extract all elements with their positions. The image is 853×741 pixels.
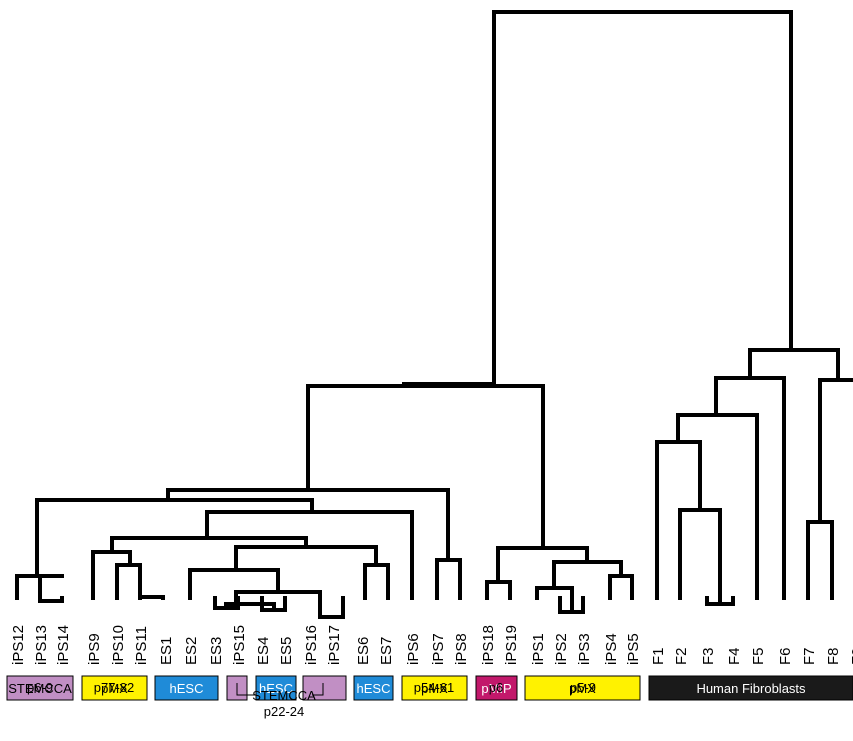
- bracket-line: [236, 683, 324, 696]
- passage-labels: p6-9 p77-82 p54-61 p6 p5-9: [27, 680, 596, 695]
- passage-label: p6: [489, 680, 503, 695]
- leaf-label: iPS1: [530, 633, 547, 665]
- group-box-label: hESC: [259, 681, 293, 696]
- leaf-label: ES2: [183, 637, 200, 665]
- leaf-label: iPS18: [480, 625, 497, 665]
- bracket-label: STEMCCA: [252, 688, 316, 703]
- leaf-label: iPS12: [10, 625, 27, 665]
- stemcca-bracket: STEMCCA p22-24: [236, 683, 324, 719]
- passage-label: p6-9: [27, 680, 53, 695]
- leaf-labels: iPS12 iPS13 iPS14 iPS9 iPS10 iPS11 ES1 ES2 ES3 iP…: [10, 625, 853, 665]
- group-box-label: STEMCCA: [8, 681, 72, 696]
- leaf-label: F5: [750, 647, 767, 665]
- leaf-label: F2: [673, 647, 690, 665]
- leaf-label: ES7: [378, 637, 395, 665]
- group-box: [353, 675, 394, 701]
- leaf-label: iPS15: [231, 625, 248, 665]
- leaf-label: iPS5: [625, 633, 642, 665]
- leaf-label: iPS10: [110, 625, 127, 665]
- group-box-label: hESC: [357, 681, 391, 696]
- leaf-label: ES5: [278, 637, 295, 665]
- leaf-label: F9: [849, 647, 853, 665]
- group-box: [648, 675, 853, 701]
- group-box-label: pMX: [569, 681, 596, 696]
- leaf-label: iPS17: [326, 625, 343, 665]
- leaf-label: iPS4: [603, 633, 620, 665]
- leaf-label: ES3: [208, 637, 225, 665]
- leaf-label: ES1: [158, 637, 175, 665]
- group-box-label: pMIP: [481, 681, 511, 696]
- group-box: [255, 675, 297, 701]
- leaf-label: F8: [825, 647, 842, 665]
- leaf-label: iPS14: [55, 625, 72, 665]
- group-boxes: STEMCCA pMX hESC hESC hESC pMX pMIP pMX Human Fi…: [6, 675, 853, 701]
- bracket-passage: p22-24: [264, 704, 304, 719]
- dendrogram-branches: [15, 10, 853, 619]
- leaf-label: iPS2: [553, 633, 570, 665]
- group-box: [475, 675, 518, 701]
- leaf-label: iPS3: [576, 633, 593, 665]
- leaf-label: iPS16: [303, 625, 320, 665]
- group-box: [81, 675, 148, 701]
- passage-label: p54-61: [414, 680, 454, 695]
- leaf-label: F1: [650, 647, 667, 665]
- leaf-label: F7: [801, 647, 818, 665]
- leaf-label: iPS9: [86, 633, 103, 665]
- group-box-label: hESC: [170, 681, 204, 696]
- group-box-label: pMX: [101, 681, 128, 696]
- group-box-label: Human Fibroblasts: [696, 681, 806, 696]
- passage-label: p5-9: [570, 680, 596, 695]
- group-box: [154, 675, 219, 701]
- group-box: [302, 675, 347, 701]
- leaf-label: F6: [777, 647, 794, 665]
- leaf-label: F4: [726, 647, 743, 665]
- group-box: [524, 675, 641, 701]
- group-box: [401, 675, 468, 701]
- leaf-label: iPS6: [405, 633, 422, 665]
- leaf-label: iPS7: [430, 633, 447, 665]
- leaf-label: iPS11: [133, 626, 150, 665]
- leaf-label: iPS19: [503, 625, 520, 665]
- passage-label: p77-82: [94, 680, 134, 695]
- leaf-label: ES6: [355, 637, 372, 665]
- leaf-label: iPS13: [33, 625, 50, 665]
- leaf-label: ES4: [255, 637, 272, 665]
- leaf-label: iPS8: [453, 633, 470, 665]
- group-box: [6, 675, 74, 701]
- leaf-label: F3: [700, 647, 717, 665]
- group-box-label: pMX: [421, 681, 448, 696]
